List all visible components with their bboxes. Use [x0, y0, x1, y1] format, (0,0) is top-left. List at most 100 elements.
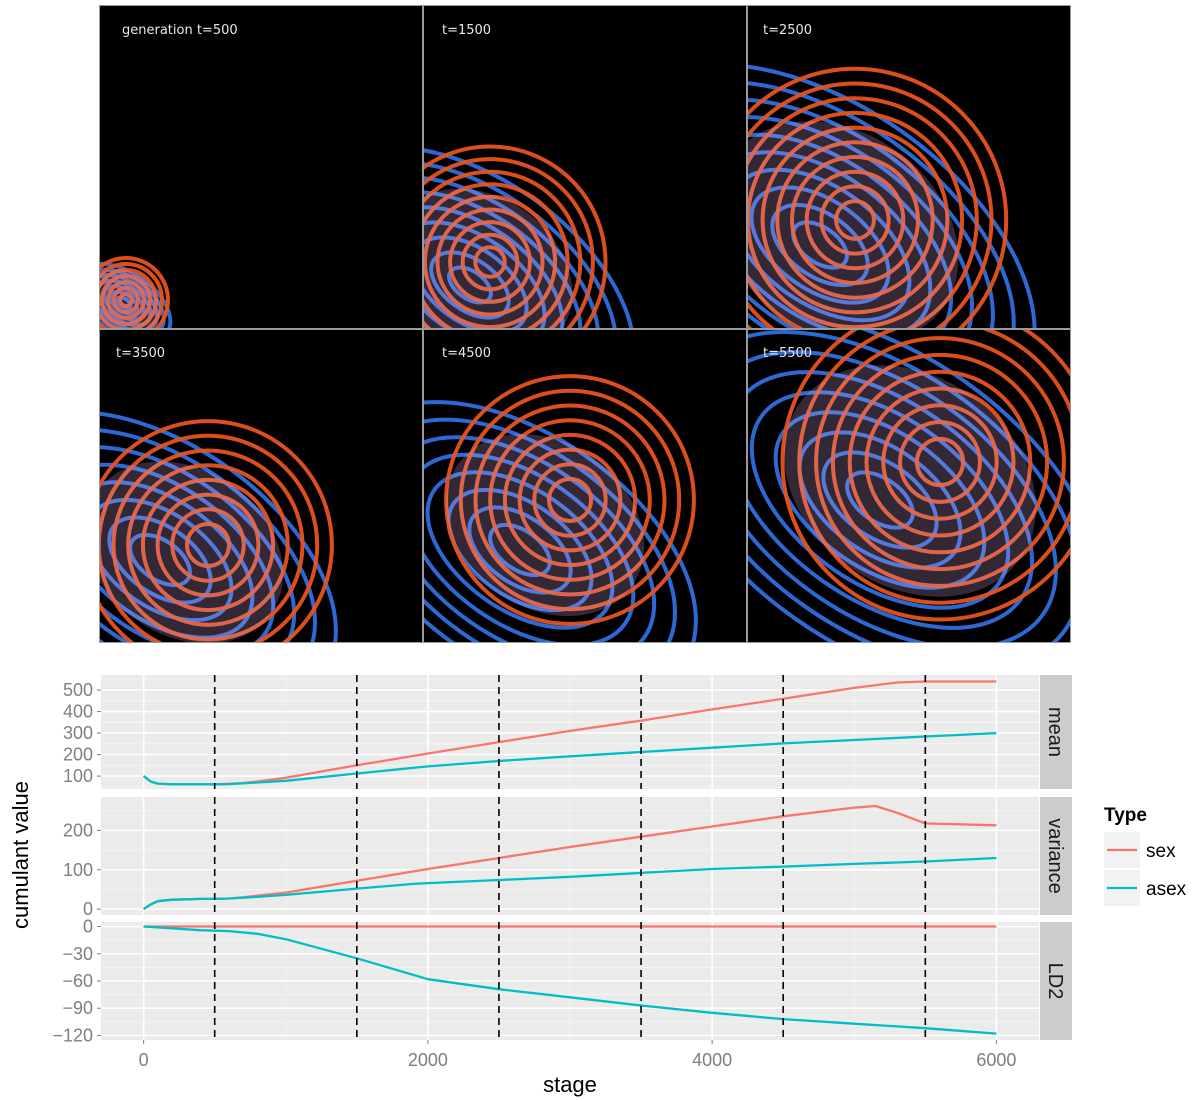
series-line-asex: [142, 856, 997, 911]
sex-contour: [532, 462, 608, 538]
sex-contour: [424, 182, 570, 328]
asex-contour: [748, 80, 1016, 328]
legend-title: Type: [1104, 805, 1147, 826]
sex-contour: [155, 492, 261, 598]
snapshot-panel-t5500: t=5500: [748, 330, 1070, 642]
snapshot-label: t=5500: [763, 346, 812, 361]
sex-contour: [748, 96, 979, 328]
facet-strip: [1040, 797, 1072, 915]
x-tick-label: 6000: [976, 1050, 1016, 1070]
sex-contour: [898, 420, 982, 504]
snapshot-label: t=3500: [116, 346, 165, 361]
sex-contour: [100, 256, 170, 328]
x-tick-label: 2000: [408, 1050, 448, 1070]
sex-contour: [780, 330, 1070, 622]
sex-contour: [473, 245, 507, 279]
sex-contour: [748, 81, 994, 328]
y-tick-label: 200: [63, 745, 93, 765]
sex-contour: [111, 448, 305, 642]
facet-strip-label: mean: [1044, 707, 1066, 757]
sex-contour: [448, 220, 532, 304]
sex-contour: [424, 194, 558, 328]
sex-contour: [170, 507, 246, 583]
sex-contour: [118, 292, 134, 308]
sex-contour: [100, 274, 152, 326]
asex-contour: [424, 205, 565, 328]
y-tick-label: −120: [52, 1025, 93, 1045]
snapshot-panel-t4500: t=4500: [424, 330, 746, 642]
overlap-region: [424, 188, 573, 328]
y-tick-label: 300: [63, 723, 93, 743]
sex-contour: [834, 199, 876, 241]
snapshot-panel-t2500: t=2500: [748, 6, 1070, 328]
sex-contour: [748, 66, 1009, 328]
y-tick-label: 100: [63, 766, 93, 786]
asex-contour: [100, 427, 318, 642]
sex-contour: [100, 268, 158, 328]
sex-contour: [488, 418, 652, 582]
sex-contour: [473, 403, 667, 597]
snapshot-panel-t1500: t=1500: [424, 6, 746, 328]
sex-contour: [914, 436, 966, 488]
asex-contour: [748, 62, 1037, 328]
sex-contour: [185, 522, 231, 568]
snapshot-panel-t500: generation t=500: [100, 6, 422, 328]
sex-contour: [819, 184, 891, 256]
sex-contour: [106, 280, 146, 320]
facet-strip: [1040, 922, 1072, 1040]
sex-contour: [435, 207, 545, 317]
y-tick-label: −30: [62, 944, 93, 964]
asex-contour: [773, 410, 987, 590]
asex-contour: [749, 390, 1011, 610]
asex-contour: [100, 445, 297, 642]
asex-contour: [424, 452, 636, 642]
legend: Type sex asex: [1104, 805, 1187, 906]
series-line-asex: [143, 925, 997, 1035]
series-line-asex: [142, 731, 997, 786]
asex-contour: [424, 400, 698, 642]
snapshot-panel-t3500: t=3500: [100, 330, 422, 642]
y-tick-label: 0: [83, 917, 93, 937]
sex-contour: [881, 403, 999, 521]
asex-contour: [100, 262, 173, 328]
sex-contour: [748, 110, 965, 328]
facet-strip-label: variance: [1044, 818, 1066, 894]
snapshot-label: t=1500: [442, 23, 491, 38]
asex-contour: [791, 220, 849, 270]
asex-contour: [424, 417, 678, 642]
y-tick-label: −90: [62, 998, 93, 1018]
sex-contour: [460, 232, 520, 292]
sex-contour: [814, 336, 1066, 588]
y-axis-title: cumulant value: [8, 781, 33, 929]
asex-contour: [748, 167, 912, 323]
snapshot-label: t=4500: [442, 346, 491, 361]
snapshot-grid: generation t=500 t=1500 t=2500 t=3500 t=…: [99, 5, 1071, 643]
x-tick-label: 4000: [692, 1050, 732, 1070]
sex-contour: [424, 169, 583, 328]
asex-contour: [748, 97, 995, 328]
sex-contour: [797, 330, 1070, 605]
asex-contour: [748, 115, 975, 328]
sex-contour: [547, 477, 593, 523]
asex-contour: [749, 185, 891, 305]
sex-contour: [112, 286, 140, 314]
legend-label-sex: sex: [1146, 841, 1176, 862]
sex-contour: [864, 386, 1016, 538]
asex-contour: [467, 505, 573, 595]
sex-contour: [847, 369, 1033, 555]
sex-contour: [100, 419, 334, 642]
y-tick-label: 200: [63, 820, 93, 840]
legend-label-asex: asex: [1146, 879, 1187, 900]
facet-LD2: 0 −30 −60 −90 −120 LD2: [52, 917, 1072, 1045]
asex-contour: [748, 330, 1070, 642]
sex-contour: [804, 169, 906, 271]
asex-contour: [424, 235, 529, 328]
sex-contour: [100, 262, 164, 328]
y-tick-label: 400: [63, 702, 93, 722]
facet-strip-label: LD2: [1044, 963, 1066, 1000]
asex-contour: [100, 462, 276, 642]
sex-contour: [424, 157, 595, 328]
sex-contour: [760, 125, 950, 315]
